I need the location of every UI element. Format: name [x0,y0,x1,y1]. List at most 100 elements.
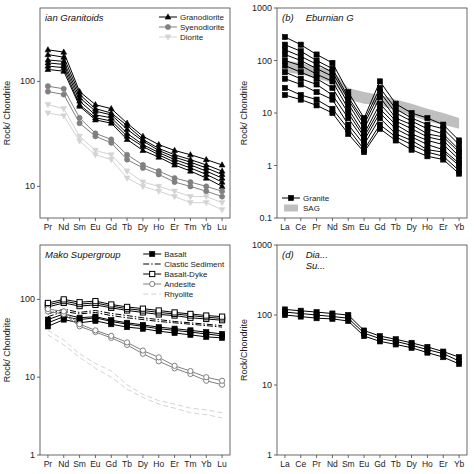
series-line [48,63,222,178]
x-tick [111,218,112,221]
marker [298,70,303,75]
series-line [48,311,222,384]
y-tick [37,81,40,82]
legend-line [143,264,161,265]
marker [409,142,414,147]
marker [93,314,98,319]
x-tick-label: Sm [342,222,355,232]
annotation-line: (b) [282,12,294,23]
y-tick [274,245,277,246]
marker [188,368,193,373]
x-tick [174,218,175,221]
marker [45,66,51,71]
plot-data [282,307,461,367]
marker [314,97,319,102]
annotation: (d) [282,249,294,260]
x-tick-label: Yb [454,459,465,469]
marker [204,375,209,380]
plot-data [282,34,461,176]
x-tick [364,218,365,221]
marker [219,314,224,319]
marker [108,120,114,125]
marker [109,140,114,145]
marker [45,89,50,94]
marker [124,157,129,162]
series-line [48,105,222,203]
x-tick-label: Er [170,459,179,469]
legend-label: Basalt-Dyke [164,270,208,279]
y-tick [274,60,277,61]
x-tick [427,218,428,221]
panel: 110100PrNdSmEuGdTbDyHoErTmYbLuRock/ Chon… [2,245,230,469]
series-line [48,335,222,418]
marker [203,201,209,206]
marker [393,101,398,106]
annotation: Mako Supergroup [45,249,121,260]
x-tick-label: Gd [374,459,386,469]
y-axis-label: Rock/Chondrite [239,319,249,381]
y-tick [37,377,40,378]
marker [219,378,224,383]
x-tick [47,218,48,221]
y-tick-label: 10 [25,372,35,382]
marker [140,322,145,327]
legend-swatch [284,205,298,212]
series-line [285,66,459,160]
marker [314,82,319,87]
x-tick [284,455,285,458]
marker [314,103,319,108]
marker [425,115,430,120]
series-line [48,60,222,174]
series-line [48,303,222,320]
plot-data [45,297,224,418]
marker [346,115,351,120]
panel: 10100PrNdSmEuGdTbDyHoErTmYbLuRock/ Chond… [2,8,230,232]
marker [204,313,209,318]
x-tick-label: Er [439,222,448,232]
marker [77,103,83,108]
marker [61,309,66,314]
y-tick [274,218,277,219]
x-tick [222,455,223,458]
series-line [285,72,459,163]
marker [93,328,98,333]
x-tick-label: Pr [44,222,53,232]
x-tick-label: Eu [90,459,101,469]
x-tick-label: Tm [184,459,196,469]
y-tick-label: 1 [267,161,272,171]
annotation-line: Su... [306,260,326,271]
marker [425,142,430,147]
marker [377,126,382,131]
x-tick [332,455,333,458]
legend-label: Clastic Sediment [164,260,225,269]
marker [441,142,446,147]
y-tick-label: 10 [25,181,35,191]
marker [282,58,287,63]
x-tick [174,455,175,458]
marker [124,169,130,174]
marker [377,115,382,120]
marker [393,138,398,143]
marker [77,121,82,126]
x-tick-label: Ho [422,222,433,232]
y-tick-label: 100 [20,294,35,304]
marker [314,52,319,57]
x-tick-label: Tm [184,222,196,232]
y-tick-label: 0.1 [259,213,272,223]
marker [61,86,66,91]
x-tick-label: Ce [295,222,306,232]
y-tick-label: 1 [30,450,35,460]
legend-label: Rhyolite [164,290,193,299]
marker [204,334,209,339]
marker [61,107,67,112]
marker [45,324,50,329]
marker [409,147,414,152]
y-tick [274,165,277,166]
marker [140,147,146,152]
series-line [48,86,222,191]
x-tick-label: Sm [342,459,355,469]
marker [203,156,209,161]
marker [156,325,161,330]
marker [456,171,461,176]
x-tick [395,455,396,458]
